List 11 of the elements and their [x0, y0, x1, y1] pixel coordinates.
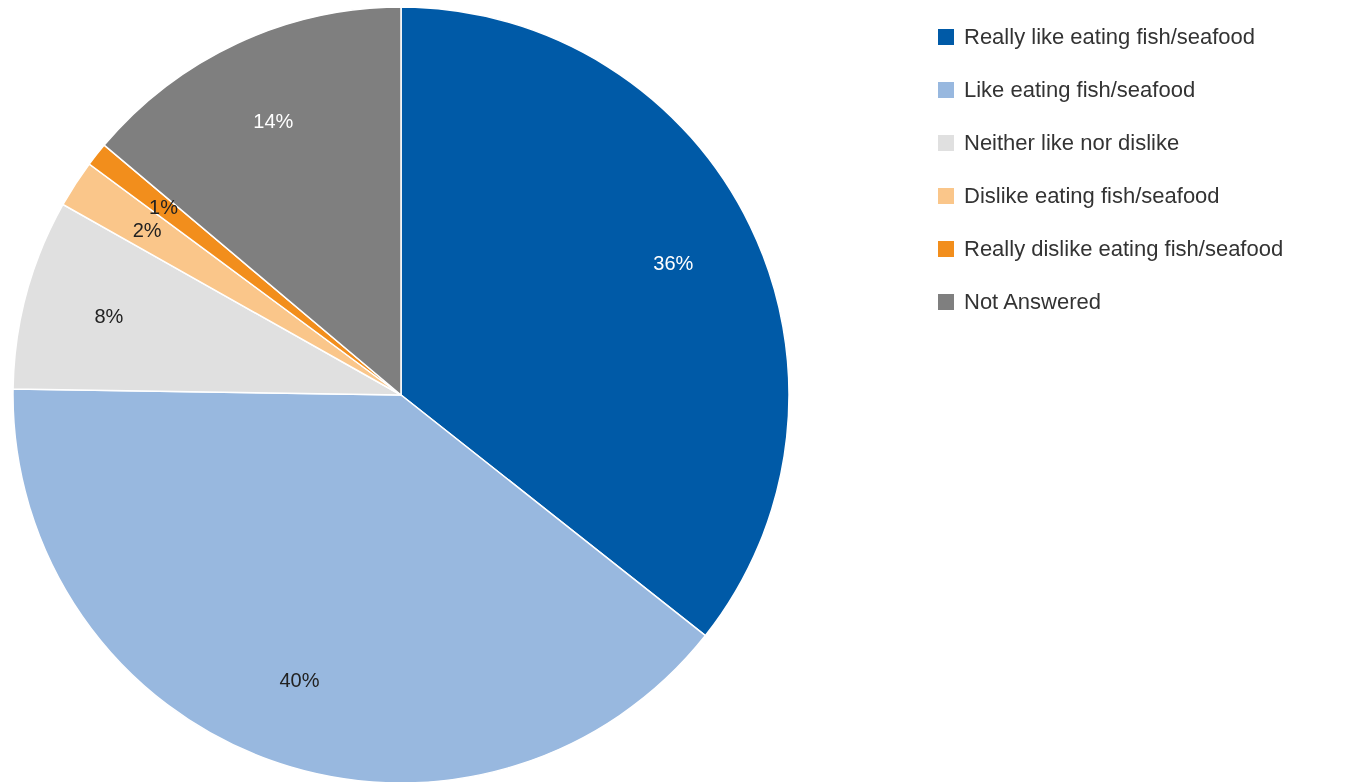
data-label: 40% — [279, 669, 320, 692]
legend-label: Neither like nor dislike — [964, 130, 1180, 156]
data-label: 8% — [94, 304, 124, 327]
legend-label: Really dislike eating fish/seafood — [964, 236, 1284, 262]
legend-label: Not Answered — [964, 289, 1101, 315]
data-label: 14% — [253, 109, 294, 132]
legend-label: Like eating fish/seafood — [964, 77, 1196, 103]
data-label: 2% — [132, 219, 162, 242]
data-label: 36% — [653, 252, 694, 275]
legend-label: Dislike eating fish/seafood — [964, 183, 1220, 209]
legend-label: Really like eating fish/seafood — [964, 24, 1256, 50]
